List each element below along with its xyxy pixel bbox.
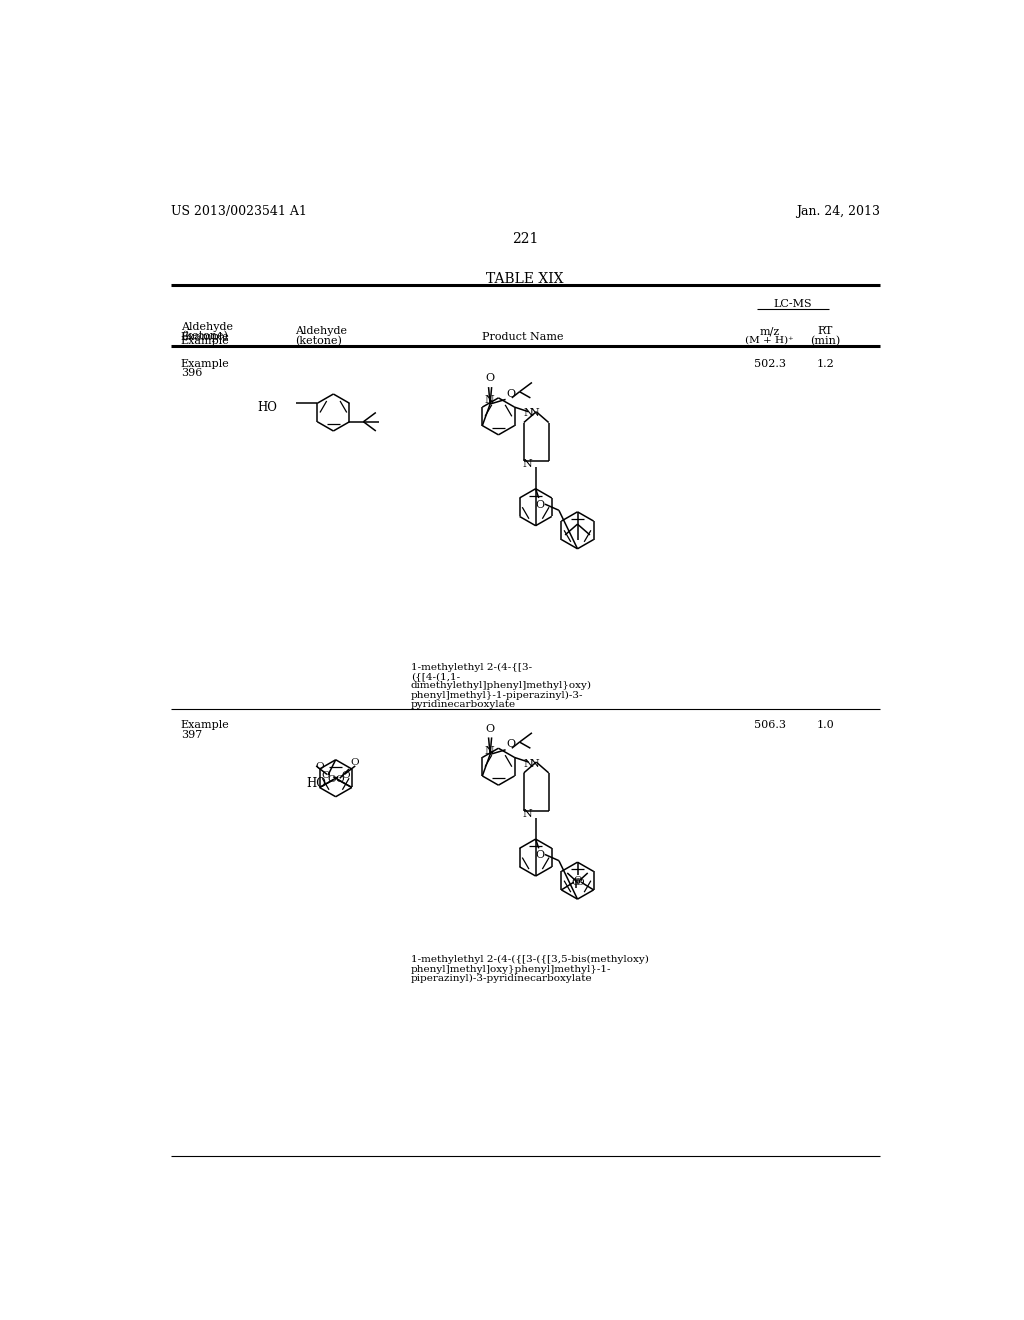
- Text: N: N: [523, 759, 534, 768]
- Text: ({[4-(1,1-: ({[4-(1,1-: [411, 672, 460, 681]
- Text: RT: RT: [818, 326, 834, 337]
- Text: dimethylethyl]phenyl]methyl}oxy): dimethylethyl]phenyl]methyl}oxy): [411, 681, 592, 690]
- Text: TABLE XIX: TABLE XIX: [486, 272, 563, 286]
- Text: O: O: [335, 775, 344, 784]
- Text: HO: HO: [306, 776, 327, 789]
- Text: O: O: [350, 759, 359, 767]
- Text: Example: Example: [180, 359, 229, 368]
- Text: N: N: [523, 459, 532, 469]
- Text: 1-methylethyl 2-(4-({[3-({[3,5-bis(methyloxy): 1-methylethyl 2-(4-({[3-({[3,5-bis(methy…: [411, 956, 649, 965]
- Text: Product Name: Product Name: [482, 333, 564, 342]
- Text: N: N: [529, 759, 539, 768]
- Text: phenyl]methyl]oxy}phenyl]methyl}-1-: phenyl]methyl]oxy}phenyl]methyl}-1-: [411, 965, 611, 974]
- Text: O: O: [322, 771, 330, 780]
- Text: O: O: [506, 388, 515, 399]
- Text: N: N: [523, 408, 534, 418]
- Text: LC-MS: LC-MS: [774, 300, 812, 309]
- Text: O: O: [328, 775, 336, 784]
- Text: O: O: [536, 850, 545, 859]
- Text: N: N: [484, 395, 495, 405]
- Text: phenyl]methyl}-1-piperazinyl)-3-: phenyl]methyl}-1-piperazinyl)-3-: [411, 690, 584, 700]
- Text: Example: Example: [180, 721, 229, 730]
- Text: 502.3: 502.3: [754, 359, 785, 368]
- Text: O: O: [485, 723, 495, 734]
- Text: N: N: [523, 809, 532, 820]
- Text: O: O: [536, 499, 545, 510]
- Text: O: O: [571, 878, 580, 887]
- Text: Aldehyde: Aldehyde: [295, 326, 347, 337]
- Text: 1.2: 1.2: [816, 359, 835, 368]
- Text: 397: 397: [180, 730, 202, 739]
- Text: O: O: [485, 374, 495, 383]
- Text: piperazinyl)-3-pyridinecarboxylate: piperazinyl)-3-pyridinecarboxylate: [411, 974, 593, 983]
- Text: O: O: [315, 762, 324, 771]
- Text: (M + H)⁺: (M + H)⁺: [745, 335, 794, 345]
- Text: 1-methylethyl 2-(4-{[3-: 1-methylethyl 2-(4-{[3-: [411, 663, 532, 672]
- Text: (ketone): (ketone): [180, 331, 227, 341]
- Text: 221: 221: [512, 231, 538, 246]
- Text: N: N: [529, 408, 539, 418]
- Text: O: O: [341, 771, 350, 780]
- Text: 396: 396: [180, 368, 202, 378]
- Text: Example: Example: [180, 335, 229, 346]
- Text: Aldehyde: Aldehyde: [180, 322, 232, 331]
- Text: 1.0: 1.0: [816, 721, 835, 730]
- Text: Jan. 24, 2013: Jan. 24, 2013: [796, 205, 880, 218]
- Text: HO: HO: [257, 401, 276, 414]
- Text: (min): (min): [810, 335, 841, 346]
- Text: Example: Example: [180, 331, 229, 342]
- Text: 506.3: 506.3: [754, 721, 785, 730]
- Text: (ketone): (ketone): [295, 335, 341, 346]
- Text: O: O: [506, 739, 515, 748]
- Text: O: O: [575, 878, 584, 887]
- Text: m/z: m/z: [760, 326, 780, 337]
- Text: US 2013/0023541 A1: US 2013/0023541 A1: [171, 205, 306, 218]
- Text: N: N: [484, 746, 495, 755]
- Text: pyridinecarboxylate: pyridinecarboxylate: [411, 700, 516, 709]
- Text: O: O: [573, 876, 582, 884]
